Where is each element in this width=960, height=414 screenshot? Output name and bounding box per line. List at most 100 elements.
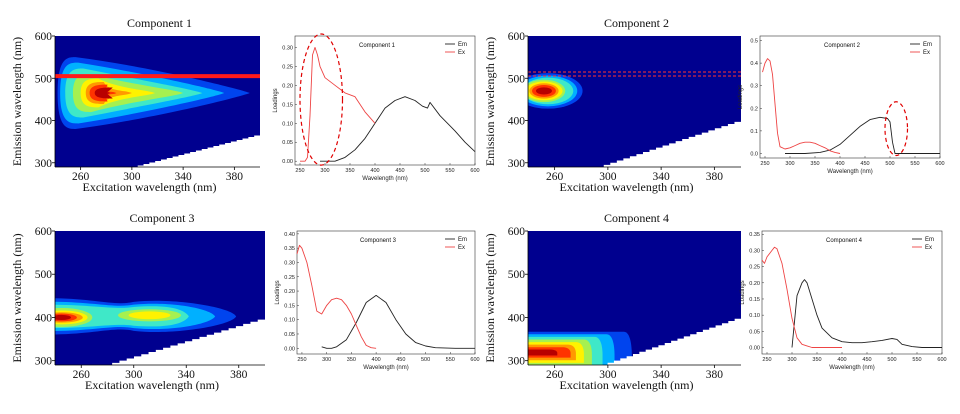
y-tick-label: 400: [508, 312, 526, 324]
x-tick-label: 380: [226, 171, 244, 183]
contour-level-8: [535, 87, 552, 95]
y-tick-label: 500: [35, 269, 53, 281]
highlight-ellipse: [884, 101, 909, 157]
y-axis-label: Loadings: [740, 280, 746, 304]
y-tick-label: 0.0: [750, 151, 758, 157]
y-axis-label: Emission wavelength (nm): [483, 37, 497, 166]
y-tick-label: 0.2: [750, 106, 758, 112]
legend-label: Ex: [923, 50, 930, 56]
y-tick-label: 0.15: [749, 297, 760, 303]
legend-label: Ex: [458, 50, 465, 56]
x-tick-label: 550: [912, 357, 921, 363]
y-tick-label: 0.20: [284, 289, 295, 295]
series-line-ex: [761, 246, 842, 348]
x-tick-label: 400: [837, 357, 846, 363]
y-tick-label: 0.15: [282, 102, 293, 108]
x-tick-label: 380: [706, 171, 724, 183]
x-tick-label: 550: [910, 161, 919, 167]
x-tick-label: 350: [810, 161, 819, 167]
x-tick-label: 300: [123, 171, 141, 183]
y-tick-label: 500: [35, 73, 53, 85]
y-axis-label: Emission wavelength (nm): [10, 233, 24, 362]
y-tick-label: 0.30: [282, 45, 293, 51]
x-tick-label: 260: [72, 171, 90, 183]
legend-label: Em: [925, 237, 934, 243]
y-tick-label: 600: [35, 31, 53, 43]
y-tick-label: 0.20: [749, 281, 760, 287]
panel-title: Component 4: [604, 211, 669, 225]
x-tick-label: 250: [762, 357, 771, 363]
panel-title: Component 3: [360, 238, 397, 244]
y-tick-label: 0.35: [284, 246, 295, 252]
y-tick-label: 0.25: [282, 64, 293, 70]
x-tick-label: 400: [372, 357, 381, 363]
y-tick-label: 0.10: [284, 318, 295, 324]
x-axis-label: Excitation wavelength (nm): [560, 180, 694, 194]
x-tick-label: 250: [760, 161, 769, 167]
x-tick-label: 340: [653, 171, 671, 183]
x-tick-label: 450: [862, 357, 871, 363]
panel-title: Component 3: [130, 211, 195, 225]
legend-label: Em: [458, 237, 467, 243]
y-tick-label: 0.1: [750, 129, 758, 135]
y-tick-label: 300: [35, 356, 53, 368]
x-tick-label: 450: [395, 168, 404, 174]
eem-panel-2: 260 300 340 380 300 400 500 600 Component 2 Excit…: [483, 16, 741, 194]
y-tick-label: 0.05: [282, 140, 293, 146]
y-axis-label: Emission wavelength (nm): [10, 37, 24, 166]
y-tick-label: 0.4: [750, 61, 758, 67]
y-tick-label: 400: [35, 116, 53, 128]
highlight-ellipse: [299, 33, 344, 166]
panel-title: Component 1: [127, 16, 192, 30]
series-line-em: [785, 116, 940, 154]
x-tick-label: 600: [937, 357, 946, 363]
x-tick-label: 500: [420, 168, 429, 174]
x-tick-label: 450: [860, 161, 869, 167]
y-tick-label: 0.20: [282, 83, 293, 89]
loadings-panel-4: 250 300 350 400 450 500 550 600 0.00 0.05 0.10 0.15…: [740, 230, 947, 371]
series-line-em: [320, 96, 476, 162]
panel-title: Component 2: [604, 16, 669, 30]
y-tick-label: 0.35: [749, 232, 760, 238]
y-axis-label: Loadings: [275, 280, 281, 304]
y-tick-label: 0.25: [749, 265, 760, 271]
x-tick-label: 380: [706, 369, 724, 381]
eem-panel-3: 260 300 340 380 300 400 500 600 Component 3 Excit…: [10, 211, 265, 392]
series-line-ex: [762, 58, 841, 154]
x-tick-label: 340: [175, 171, 193, 183]
plot-area: [528, 36, 741, 167]
x-tick-label: 250: [297, 357, 306, 363]
y-tick-label: 500: [508, 269, 526, 281]
x-axis-label: Wavelength (nm): [362, 176, 407, 182]
contour-peak1-level-5: [55, 314, 72, 321]
y-tick-label: 400: [35, 312, 53, 324]
x-tick-label: 300: [599, 171, 617, 183]
x-axis-label: Wavelength (nm): [829, 365, 874, 371]
panel-title: Component 4: [826, 238, 863, 244]
plot-area: [55, 36, 260, 167]
y-tick-label: 0.10: [282, 121, 293, 127]
y-tick-label: 0.05: [749, 329, 760, 335]
x-tick-label: 500: [421, 357, 430, 363]
x-tick-label: 260: [546, 171, 564, 183]
plot-frame: [761, 230, 943, 355]
loadings-panel-3: 250 300 350 400 450 500 550 600 0.00 0.05 0.10 0.15…: [275, 230, 480, 371]
scatter-mask: [597, 119, 741, 167]
y-axis-label: Loadings: [273, 88, 279, 112]
x-tick-label: 350: [345, 168, 354, 174]
x-tick-label: 500: [887, 357, 896, 363]
y-tick-label: 600: [35, 226, 53, 238]
x-tick-label: 340: [653, 369, 671, 381]
x-tick-label: 400: [835, 161, 844, 167]
scatter-mask: [131, 134, 260, 167]
contour-level-8: [528, 349, 558, 356]
y-tick-label: 0.15: [284, 303, 295, 309]
y-tick-label: 600: [508, 226, 526, 238]
x-tick-label: 250: [295, 168, 304, 174]
y-tick-label: 400: [508, 116, 526, 128]
y-tick-label: 0.5: [750, 39, 758, 45]
y-tick-label: 0.00: [749, 346, 760, 352]
y-tick-label: 0.10: [749, 313, 760, 319]
plot-frame: [294, 35, 476, 166]
